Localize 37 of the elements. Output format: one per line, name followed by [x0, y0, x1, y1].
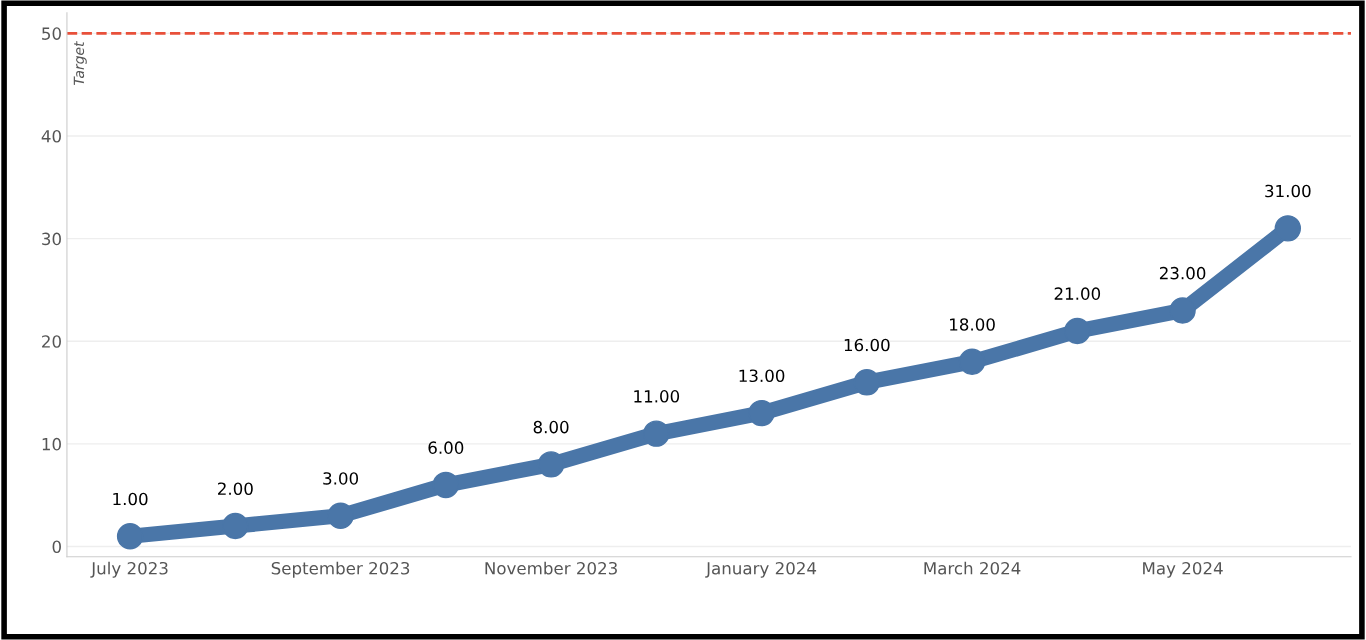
data-label: 8.00	[533, 420, 569, 434]
data-label: 18.00	[950, 318, 995, 331]
data-label: 3.00	[323, 472, 359, 485]
point	[327, 502, 354, 529]
data-label: 6.00	[428, 441, 464, 454]
point	[1274, 215, 1302, 242]
point	[222, 512, 249, 540]
x-tick-label: March 2024	[924, 561, 1021, 575]
point	[537, 451, 565, 478]
point	[1064, 317, 1091, 345]
point	[643, 420, 670, 447]
x-tick-label: May 2024	[1143, 561, 1223, 578]
data-label: 23.00	[1159, 266, 1206, 280]
point	[116, 523, 144, 550]
point	[958, 348, 986, 375]
y-tick-label: 30	[42, 232, 61, 246]
y-tick-label: 50	[42, 27, 61, 40]
y-tick-label: 20	[42, 335, 61, 348]
data-label: 16.00	[844, 338, 890, 352]
y-tick-label: 10	[42, 437, 61, 451]
point	[432, 471, 460, 499]
point	[853, 369, 881, 396]
x-tick-label: January 2024	[705, 561, 817, 578]
x-tick-label: July 2023	[90, 561, 168, 578]
x-tick-label: November 2023	[485, 561, 617, 575]
data-label: 1.00	[113, 492, 148, 506]
point	[748, 399, 775, 427]
y-tick-label: 40	[41, 129, 61, 143]
x-tick-label: September 2023	[271, 561, 410, 578]
data-label: 21.00	[1054, 287, 1101, 300]
data-label: 31.00	[1265, 184, 1311, 198]
ref-line-label: Target	[73, 41, 87, 85]
y-tick-label: 0	[52, 540, 61, 554]
data-label: 2.00	[218, 482, 253, 495]
data-label: 13.00	[739, 369, 785, 383]
point	[1169, 297, 1196, 324]
data-label: 11.00	[634, 390, 680, 403]
